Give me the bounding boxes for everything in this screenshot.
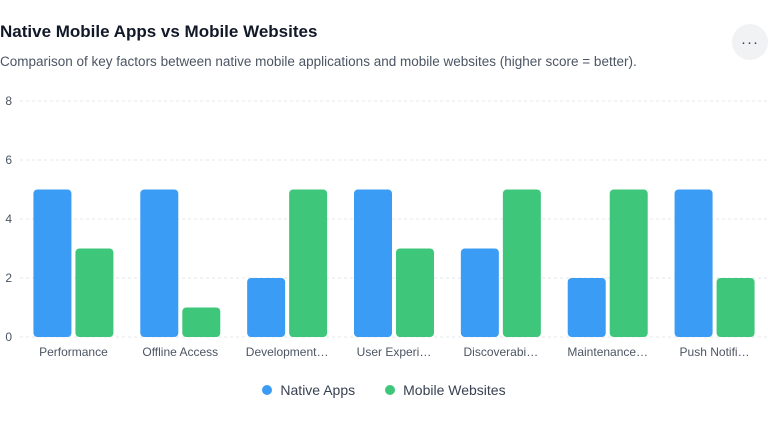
legend-item-native-apps[interactable]: Native Apps [262, 382, 355, 398]
y-tick-label: 2 [5, 271, 12, 285]
bar-native-apps[interactable] [674, 189, 713, 338]
x-tick-label: Performance [39, 345, 108, 359]
bar-mobile-websites[interactable] [75, 248, 114, 338]
chart-legend: Native Apps Mobile Websites [0, 382, 768, 398]
bar-native-apps[interactable] [247, 278, 286, 337]
chart-subtitle: Comparison of key factors between native… [0, 54, 637, 69]
bar-mobile-websites[interactable] [609, 189, 648, 338]
legend-swatch-mobile-websites [385, 385, 396, 395]
bar-native-apps[interactable] [567, 278, 606, 337]
bar-mobile-websites[interactable] [716, 278, 755, 337]
y-tick-label: 4 [5, 212, 12, 226]
bar-native-apps[interactable] [354, 189, 392, 338]
x-tick-label: User Experi… [357, 345, 432, 359]
y-tick-label: 6 [5, 153, 12, 167]
more-options-button[interactable]: ··· [732, 24, 768, 60]
bar-native-apps[interactable] [33, 189, 72, 338]
x-tick-label: Offline Access [142, 345, 218, 359]
legend-item-mobile-websites[interactable]: Mobile Websites [385, 382, 506, 398]
bar-native-apps[interactable] [140, 189, 179, 338]
legend-label-native-apps: Native Apps [280, 382, 356, 398]
bar-chart: 0 2 4 6 8 Performance Offline Access Developmen… [5, 94, 768, 359]
bar-mobile-websites[interactable] [396, 248, 434, 338]
y-tick-label: 8 [5, 94, 12, 108]
bar-mobile-websites[interactable] [289, 189, 328, 338]
x-tick-label: Development… [246, 345, 329, 359]
y-tick-label: 0 [5, 330, 12, 344]
x-tick-label: Push Notifi… [680, 345, 750, 359]
bar-native-apps[interactable] [460, 248, 499, 338]
bar-mobile-websites[interactable] [502, 189, 541, 338]
ellipsis-icon: ··· [741, 33, 759, 51]
bar-mobile-websites[interactable] [182, 307, 221, 338]
legend-swatch-native-apps [262, 385, 273, 395]
x-tick-label: Discoverabi… [464, 345, 539, 359]
legend-label-mobile-websites: Mobile Websites [403, 382, 506, 398]
x-tick-label: Maintenance… [567, 345, 648, 359]
chart-title: Native Mobile Apps vs Mobile Websites [0, 22, 318, 41]
